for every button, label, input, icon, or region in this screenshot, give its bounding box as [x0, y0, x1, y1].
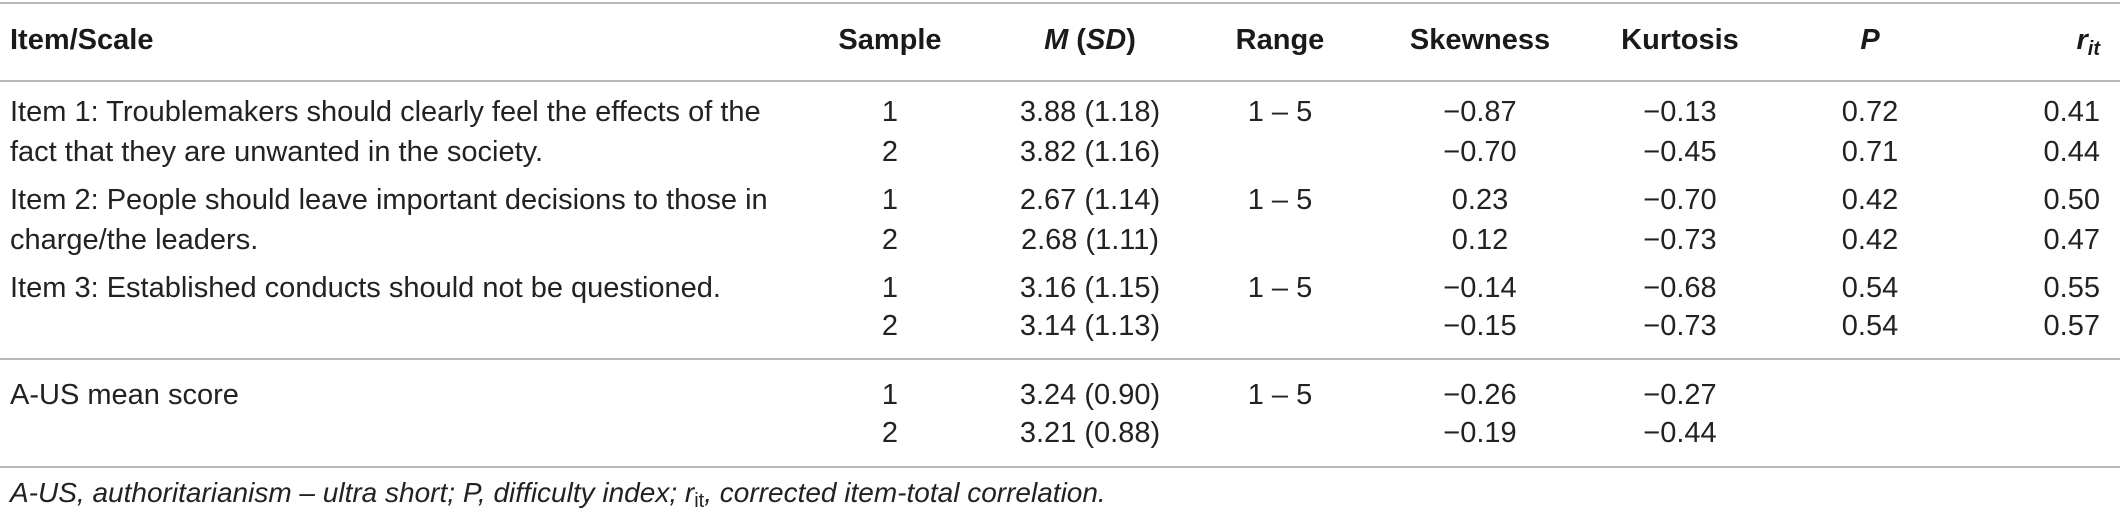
- header-item-scale: Item/Scale: [10, 24, 154, 56]
- range-cell: 1 – 5: [1247, 272, 1313, 304]
- header-skewness: Skewness: [1409, 24, 1551, 56]
- top-rule: [0, 2, 2120, 4]
- p-cell: 0.42: [1841, 224, 1899, 256]
- header-sd: SD: [1085, 24, 1127, 56]
- sample-cell: 2: [881, 417, 899, 449]
- item-label-line2: charge/the leaders.: [10, 224, 259, 256]
- skewness-cell: −0.14: [1443, 272, 1517, 304]
- item-label-line1: Item 2: People should leave important de…: [10, 184, 768, 216]
- skewness-cell: −0.19: [1443, 417, 1517, 449]
- range-cell: 1 – 5: [1247, 184, 1313, 216]
- p-cell: 0.54: [1841, 310, 1899, 342]
- sample-cell: 1: [881, 379, 899, 411]
- header-m-sd: M (SD): [1044, 24, 1136, 56]
- scale-rule: [0, 358, 2120, 360]
- msd-cell: 3.21 (0.88): [1019, 417, 1161, 449]
- rit-cell: 0.55: [2043, 272, 2100, 304]
- sample-cell: 1: [881, 272, 899, 304]
- scale-label: A-US mean score: [10, 379, 239, 411]
- kurtosis-cell: −0.27: [1643, 379, 1717, 411]
- kurtosis-cell: −0.13: [1643, 96, 1717, 128]
- msd-cell: 3.24 (0.90): [1019, 379, 1161, 411]
- kurtosis-cell: −0.70: [1643, 184, 1717, 216]
- skewness-cell: −0.70: [1443, 136, 1517, 168]
- header-rit-base: r: [2076, 24, 2088, 56]
- p-cell: 0.42: [1841, 184, 1899, 216]
- skewness-cell: −0.26: [1443, 379, 1517, 411]
- header-sample: Sample: [838, 24, 942, 56]
- header-range: Range: [1235, 24, 1325, 56]
- kurtosis-cell: −0.73: [1643, 310, 1717, 342]
- msd-cell: 3.14 (1.13): [1019, 310, 1161, 342]
- rit-cell: 0.50: [2043, 184, 2100, 216]
- header-m: M: [1044, 24, 1069, 56]
- sample-cell: 1: [881, 184, 899, 216]
- p-cell: 0.71: [1841, 136, 1899, 168]
- range-cell: 1 – 5: [1247, 96, 1313, 128]
- header-rule: [0, 80, 2120, 82]
- header-rit: rit: [1990, 20, 2100, 69]
- range-cell: 1 – 5: [1247, 379, 1313, 411]
- p-cell: 0.54: [1841, 272, 1899, 304]
- footnote-part2: , corrected item-total correlation.: [704, 477, 1106, 508]
- item-label-line1: Item 1: Troublemakers should clearly fee…: [10, 96, 761, 128]
- header-rit-sub: it: [2087, 38, 2100, 60]
- kurtosis-cell: −0.68: [1643, 272, 1717, 304]
- kurtosis-cell: −0.44: [1643, 417, 1717, 449]
- msd-cell: 2.67 (1.14): [1019, 184, 1161, 216]
- header-p: P: [1860, 24, 1880, 56]
- rit-cell: 0.41: [2043, 96, 2100, 128]
- table-footnote: A-US, authoritarianism – ultra short; P,…: [10, 477, 1106, 513]
- sample-cell: 1: [881, 96, 899, 128]
- skewness-cell: −0.15: [1443, 310, 1517, 342]
- rit-cell: 0.44: [2043, 136, 2100, 168]
- footnote-part1: A-US, authoritarianism – ultra short; P,…: [10, 477, 695, 508]
- item-label-line2: fact that they are unwanted in the socie…: [10, 136, 544, 168]
- header-kurtosis: Kurtosis: [1621, 24, 1739, 56]
- kurtosis-cell: −0.45: [1643, 136, 1717, 168]
- msd-cell: 2.68 (1.11): [1020, 224, 1160, 256]
- sample-cell: 2: [881, 310, 899, 342]
- rit-cell: 0.57: [2043, 310, 2100, 342]
- rit-cell: 0.47: [2043, 224, 2100, 256]
- msd-cell: 3.88 (1.18): [1019, 96, 1161, 128]
- footnote-sub: it: [694, 490, 705, 512]
- sample-cell: 2: [881, 136, 899, 168]
- skewness-cell: 0.12: [1451, 224, 1509, 256]
- p-cell: 0.72: [1841, 96, 1899, 128]
- kurtosis-cell: −0.73: [1643, 224, 1717, 256]
- bottom-rule: [0, 466, 2120, 468]
- item-label-line1: Item 3: Established conducts should not …: [10, 272, 721, 304]
- skewness-cell: −0.87: [1443, 96, 1517, 128]
- msd-cell: 3.82 (1.16): [1019, 136, 1161, 168]
- skewness-cell: 0.23: [1451, 184, 1509, 216]
- msd-cell: 3.16 (1.15): [1019, 272, 1161, 304]
- sample-cell: 2: [881, 224, 899, 256]
